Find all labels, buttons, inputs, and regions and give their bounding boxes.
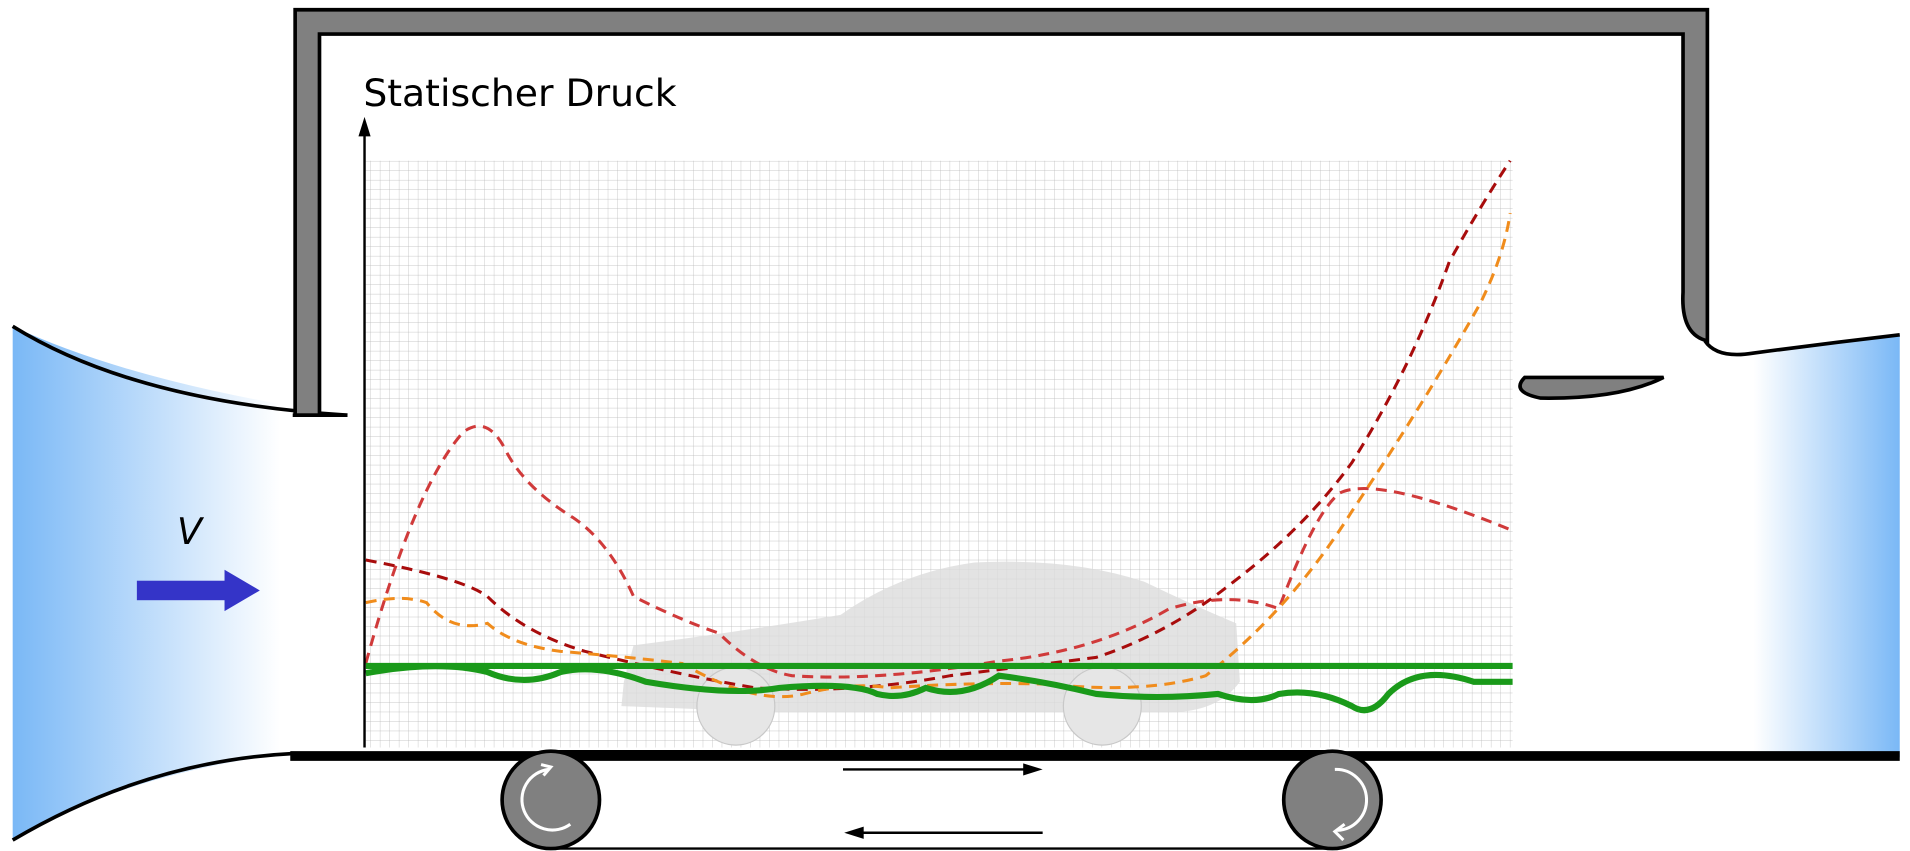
belt-direction: [1023, 763, 1042, 775]
velocity-label: V: [177, 510, 205, 553]
wind-tunnel-diagram: Statischer Druck V: [0, 0, 1910, 851]
axis-label: Statischer Druck: [363, 71, 676, 115]
velocity-arrow: [137, 581, 227, 600]
car-wheel: [1063, 667, 1141, 745]
page: Statischer Druck V (() => { const data =…: [0, 0, 1910, 851]
collector-flap: [1520, 377, 1664, 398]
outlet-flow: [1705, 335, 1900, 757]
belt-direction: [844, 827, 863, 839]
axis-arrow: [358, 117, 370, 136]
